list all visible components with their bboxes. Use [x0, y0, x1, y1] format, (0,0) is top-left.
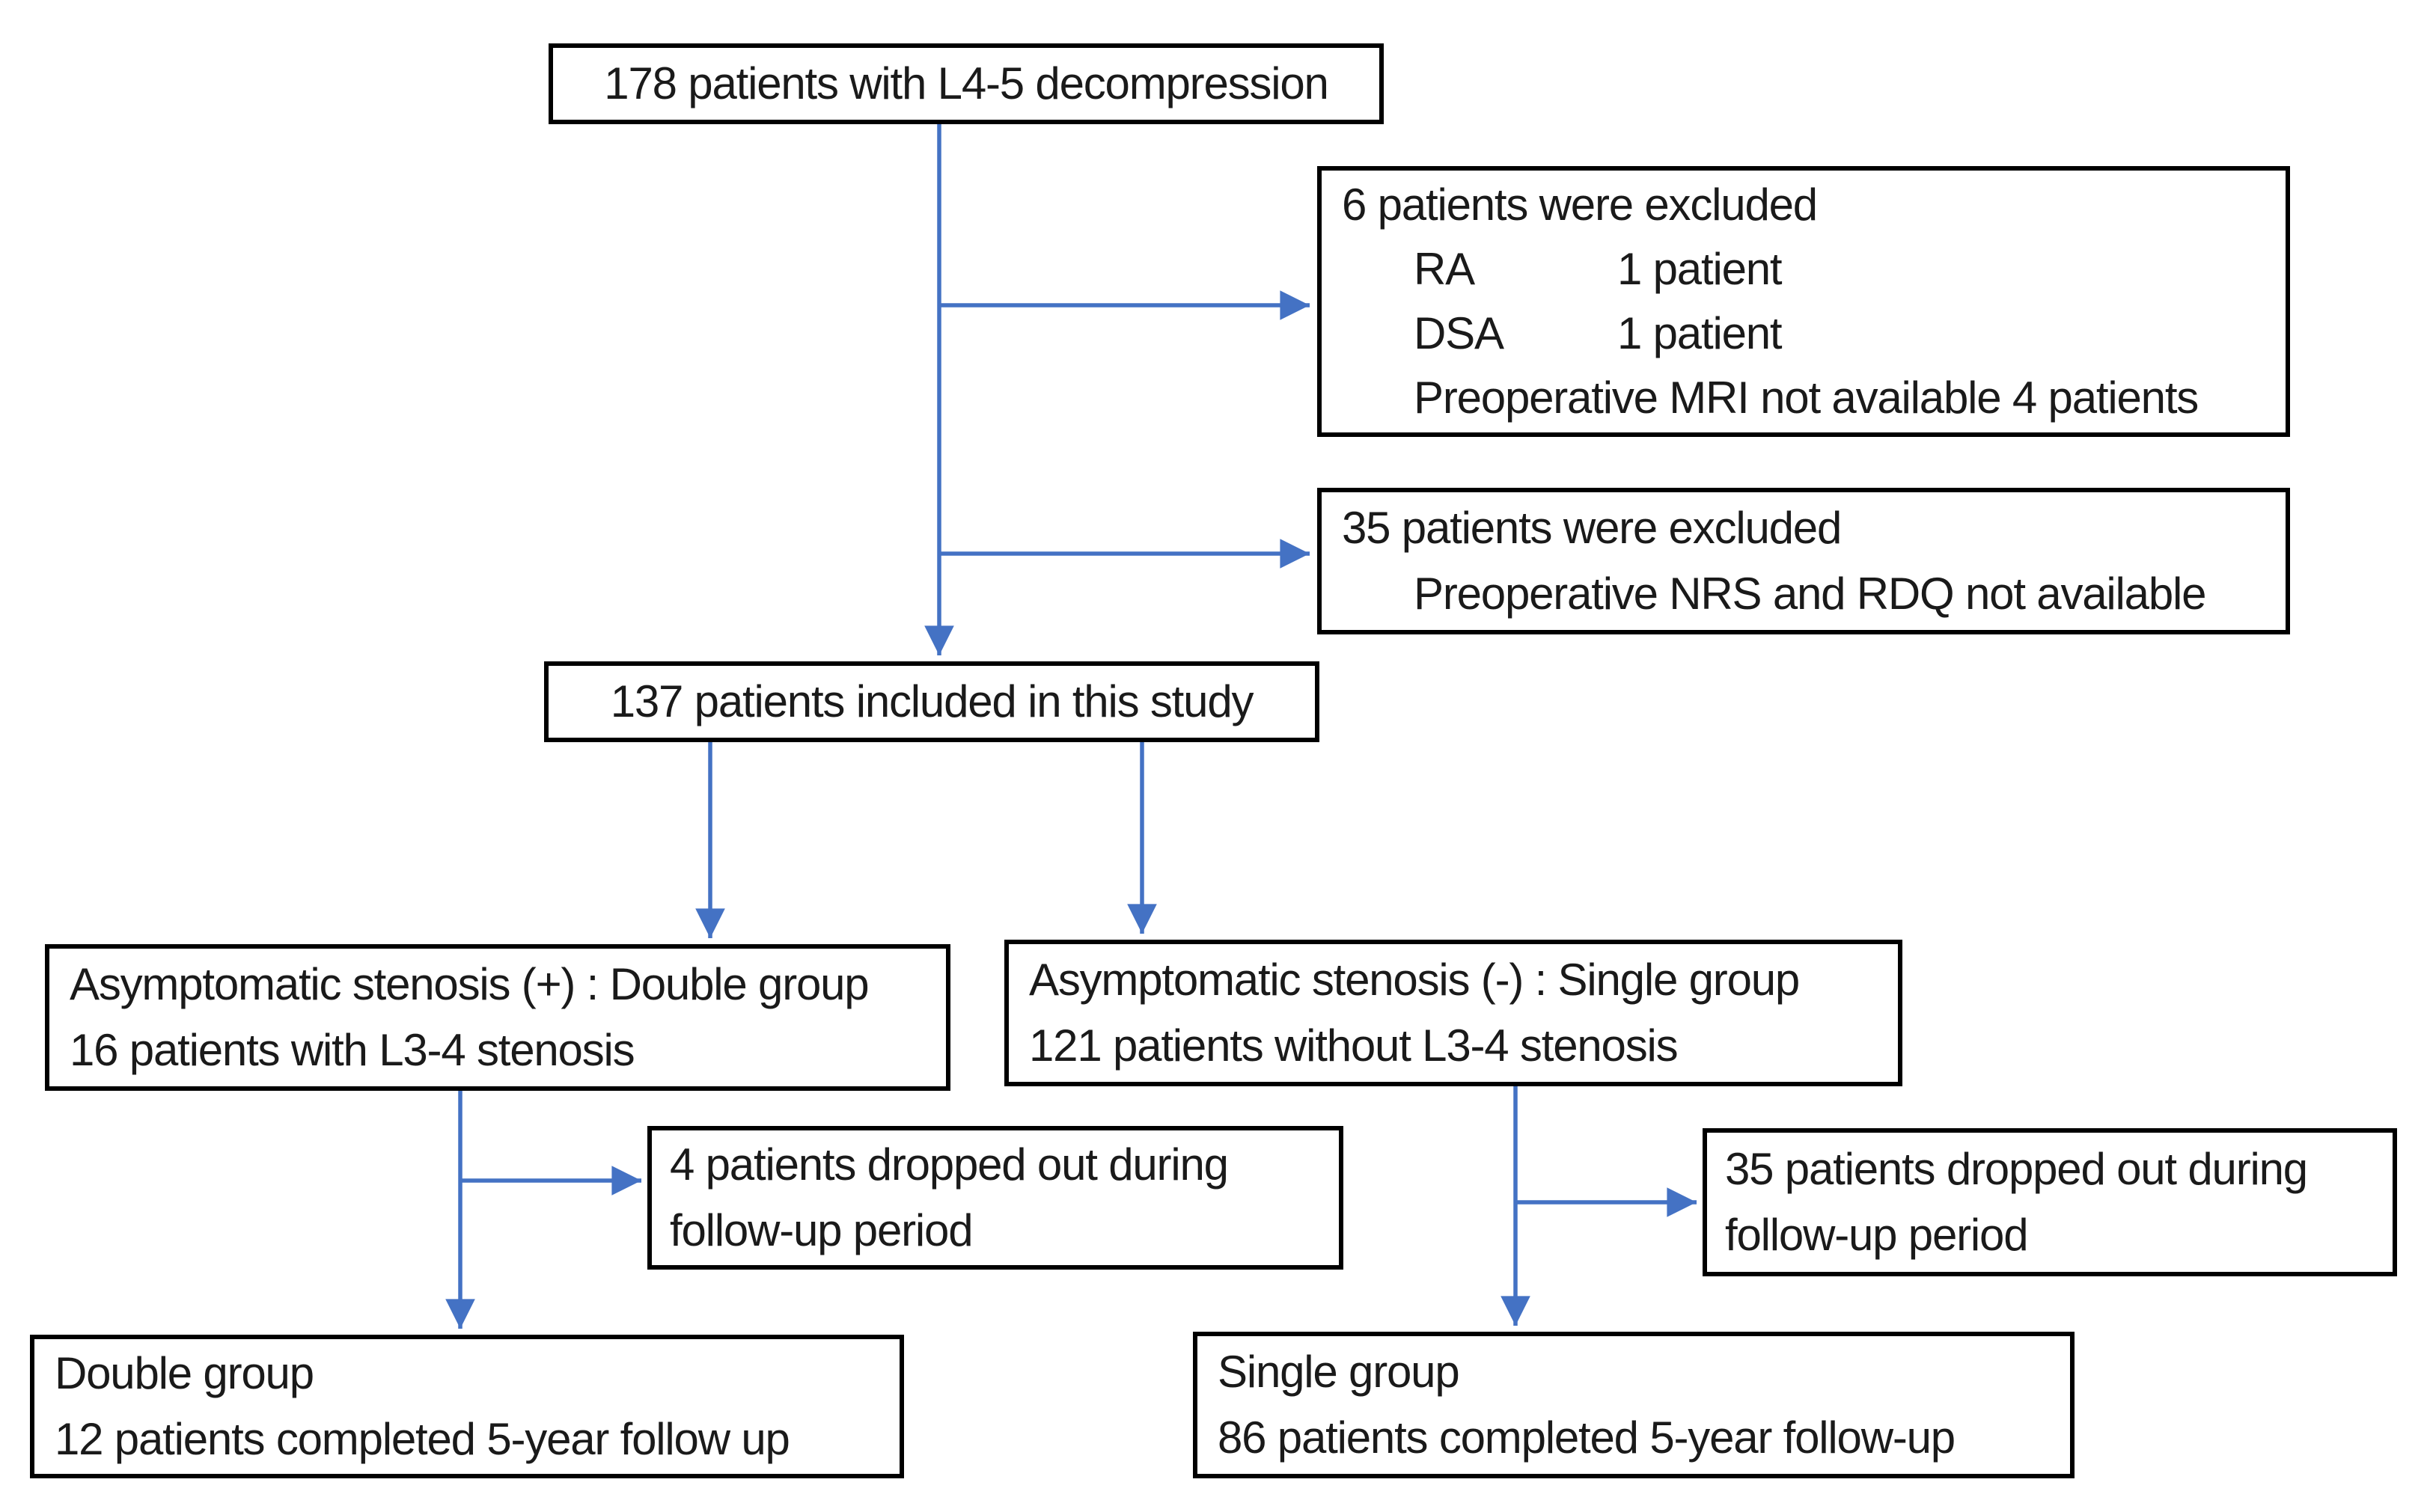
excluded-6-item-value: 1 patient: [1617, 308, 1783, 358]
node-single-final: Single group 86 patients completed 5-yea…: [1193, 1332, 2075, 1478]
double-dropout-line2: follow-up period: [670, 1205, 974, 1255]
single-final-title: Single group: [1218, 1347, 1460, 1397]
double-group-title: Asymptomatic stenosis (+) : Double group: [70, 959, 870, 1009]
double-group-detail: 16 patients with L3-4 stenosis: [70, 1025, 635, 1075]
node-double-group: Asymptomatic stenosis (+) : Double group…: [45, 944, 950, 1091]
node-excluded-6: 6 patients were excluded RA 1 patient DSA…: [1317, 166, 2290, 437]
excluded-6-item-row: RA 1 patient: [1342, 237, 2278, 302]
node-double-final: Double group 12 patients completed 5-yea…: [30, 1335, 904, 1478]
excluded-6-item-value: 1 patient: [1617, 244, 1783, 294]
node-single-dropout: 35 patients dropped out during follow-up…: [1703, 1128, 2397, 1276]
excluded-6-mri-line: Preoperative MRI not available 4 patient…: [1414, 373, 2199, 423]
node-included-patients: 137 patients included in this study: [544, 661, 1319, 742]
excluded-35-reason: Preoperative NRS and RDQ not available: [1414, 569, 2207, 619]
single-group-detail: 121 patients without L3-4 stenosis: [1029, 1020, 1679, 1071]
double-final-detail: 12 patients completed 5-year follow up: [55, 1414, 790, 1464]
node-initial-patients: 178 patients with L4-5 decompression: [549, 43, 1384, 124]
node-excluded-35: 35 patients were excluded Preoperative N…: [1317, 488, 2290, 634]
excluded-6-item-label: RA: [1414, 244, 1475, 294]
node-single-group: Asymptomatic stenosis (-) : Single group…: [1004, 940, 1902, 1086]
single-group-title: Asymptomatic stenosis (-) : Single group: [1029, 955, 1800, 1005]
node-initial-text: 178 patients with L4-5 decompression: [604, 58, 1329, 108]
double-final-title: Double group: [55, 1348, 314, 1398]
single-dropout-line2: follow-up period: [1725, 1210, 2029, 1260]
excluded-35-title: 35 patients were excluded: [1342, 503, 1842, 553]
node-included-text: 137 patients included in this study: [610, 676, 1254, 726]
excluded-6-item-row: DSA 1 patient: [1342, 302, 2278, 366]
single-final-detail: 86 patients completed 5-year follow-up: [1218, 1412, 1956, 1463]
double-dropout-line1: 4 patients dropped out during: [670, 1139, 1229, 1190]
single-dropout-line1: 35 patients dropped out during: [1725, 1144, 2308, 1194]
excluded-6-item-label: DSA: [1414, 308, 1504, 358]
node-double-dropout: 4 patients dropped out during follow-up …: [647, 1126, 1343, 1270]
excluded-6-title: 6 patients were excluded: [1342, 180, 1818, 230]
